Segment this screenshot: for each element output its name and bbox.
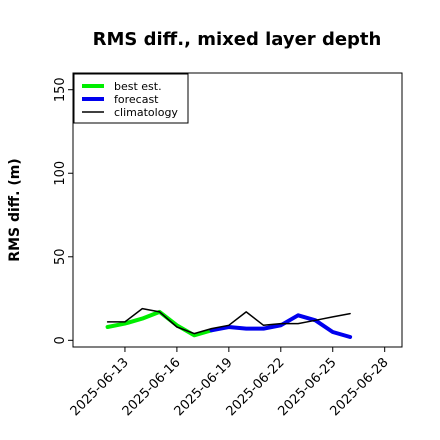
chart-title: RMS diff., mixed layer depth [93,29,382,50]
y-tick-label: 0 [53,336,68,344]
y-tick-label: 150 [53,77,68,102]
plot-frame [72,72,403,348]
y-tick-label: 50 [53,249,68,266]
legend-label: climatology [114,106,178,119]
series-line-2 [209,313,353,339]
series-line-1 [105,309,214,338]
series-line-3 [106,307,351,335]
y-axis-label: RMS diff. (m) [7,158,23,261]
y-tick-label: 100 [53,161,68,186]
series-layer [105,307,353,339]
ticks-layer: 0501001502025-06-132025-06-162025-06-192… [53,77,392,419]
legend-label: forecast [114,93,159,106]
legend-label: best est. [114,80,162,93]
